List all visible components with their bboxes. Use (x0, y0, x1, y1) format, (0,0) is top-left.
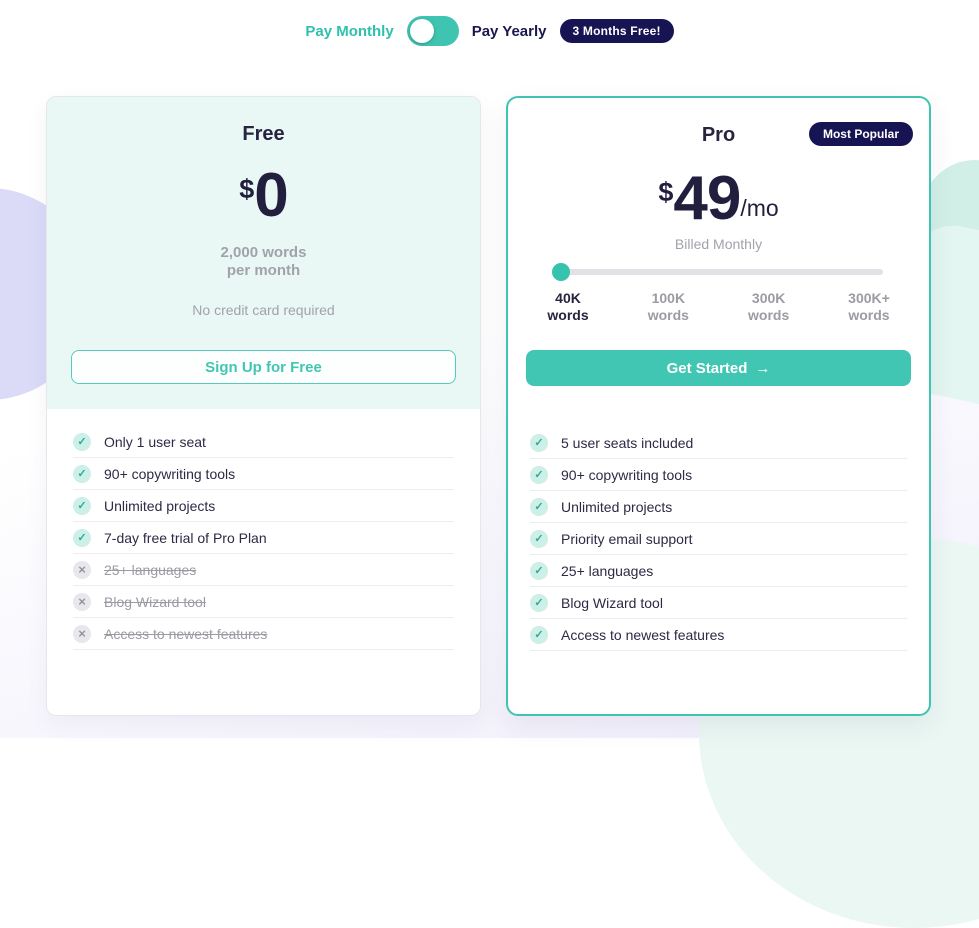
most-popular-badge: Most Popular (808, 122, 913, 146)
check-icon: ✓ (530, 625, 548, 644)
billing-toggle-row: Pay Monthly Pay Yearly 3 Months Free! (0, 16, 979, 46)
feature-row: ✓ 7-day free trial of Pro Plan (73, 522, 454, 554)
check-icon: ✓ (73, 464, 91, 483)
feature-row: ✓ 90+ copywriting tools (73, 458, 454, 490)
feature-label: Unlimited projects (561, 498, 673, 515)
cross-icon: × (73, 592, 91, 611)
slider-option[interactable]: 300K words (733, 290, 805, 324)
feature-label: Access to newest features (561, 626, 725, 643)
feature-row: ✓ 90+ copywriting tools (530, 459, 907, 491)
get-started-button[interactable]: Get Started → (526, 350, 911, 386)
arrow-right-icon: → (755, 359, 771, 377)
currency-symbol: $ (239, 174, 255, 204)
check-icon: ✓ (530, 593, 548, 612)
cross-icon: × (73, 560, 91, 579)
sign-up-free-button[interactable]: Sign Up for Free (71, 350, 456, 384)
price-period: /mo (740, 195, 779, 221)
price-amount: 49 (673, 164, 741, 233)
free-plan-card: Free $ 0 2,000 words per month No credit… (46, 96, 481, 716)
pay-monthly-label[interactable]: Pay Monthly (305, 22, 394, 40)
feature-row: × 25+ languages (73, 554, 454, 586)
check-icon: ✓ (530, 497, 548, 516)
pro-plan-title: Pro (701, 124, 736, 146)
feature-label: 7-day free trial of Pro Plan (104, 529, 267, 546)
word-count-slider[interactable] (552, 263, 883, 281)
price-amount: 0 (254, 161, 288, 230)
feature-label: 90+ copywriting tools (104, 465, 236, 482)
check-icon: ✓ (73, 432, 91, 451)
slider-option[interactable]: 100K words (632, 290, 704, 324)
pro-plan-price: $ 49 /mo (508, 168, 929, 230)
check-icon: ✓ (530, 465, 548, 484)
feature-row: ✓ 5 user seats included (530, 427, 907, 459)
check-icon: ✓ (530, 529, 548, 548)
feature-row: ✓ Only 1 user seat (73, 426, 454, 458)
pay-yearly-label[interactable]: Pay Yearly (471, 22, 547, 40)
billing-note: Billed Monthly (674, 236, 763, 252)
feature-row: ✓ Priority email support (530, 523, 907, 555)
free-plan-features: ✓ Only 1 user seat ✓ 90+ copywriting too… (73, 426, 454, 650)
pro-slider-labels: 40K words 100K words 300K words 300K+ wo… (532, 290, 905, 324)
feature-label: Access to newest features (104, 625, 268, 642)
feature-row: × Access to newest features (73, 618, 454, 650)
free-plan-price: $ 0 (47, 165, 480, 227)
slider-option-unit: words (547, 307, 589, 323)
feature-row: ✓ Unlimited projects (73, 490, 454, 522)
slider-option-amount: 100K (651, 290, 686, 306)
toggle-knob-icon (409, 19, 434, 43)
feature-label: Blog Wizard tool (561, 594, 663, 611)
feature-label: 25+ languages (104, 561, 197, 578)
free-plan-title: Free (242, 123, 285, 145)
slider-thumb[interactable] (552, 263, 570, 281)
cross-icon: × (73, 624, 91, 643)
billing-toggle-switch[interactable] (406, 16, 459, 46)
promo-badge: 3 Months Free! (559, 19, 674, 43)
slider-option-amount: 300K (751, 290, 786, 306)
slider-option-amount: 40K (555, 290, 581, 306)
slider-option[interactable]: 40K words (532, 290, 604, 324)
free-plan-allowance: 2,000 words per month (47, 244, 480, 280)
feature-label: 5 user seats included (561, 434, 694, 451)
feature-row: ✓ Blog Wizard tool (530, 587, 907, 619)
slider-option-amount: 300K+ (848, 290, 890, 306)
feature-row: ✓ 25+ languages (530, 555, 907, 587)
free-plan-note: No credit card required (192, 302, 335, 318)
slider-option-unit: words (647, 307, 689, 323)
currency-symbol: $ (658, 177, 674, 207)
feature-label: Blog Wizard tool (104, 593, 206, 610)
allowance-words: 2,000 words (220, 244, 307, 261)
allowance-period: per month (226, 262, 301, 279)
check-icon: ✓ (530, 561, 548, 580)
feature-row: × Blog Wizard tool (73, 586, 454, 618)
feature-label: 25+ languages (561, 562, 654, 579)
pro-plan-features: ✓ 5 user seats included ✓ 90+ copywritin… (530, 427, 907, 651)
get-started-label: Get Started (666, 359, 748, 377)
slider-option-unit: words (748, 307, 790, 323)
check-icon: ✓ (530, 433, 548, 452)
pro-plan-card: Pro Most Popular $ 49 /mo Billed Monthly… (506, 96, 931, 716)
feature-label: Priority email support (561, 530, 693, 547)
feature-row: ✓ Access to newest features (530, 619, 907, 651)
slider-option[interactable]: 300K+ words (833, 290, 905, 324)
feature-label: 90+ copywriting tools (561, 466, 693, 483)
slider-option-unit: words (848, 307, 890, 323)
feature-row: ✓ Unlimited projects (530, 491, 907, 523)
feature-label: Only 1 user seat (104, 433, 206, 450)
check-icon: ✓ (73, 528, 91, 547)
feature-label: Unlimited projects (104, 497, 216, 514)
check-icon: ✓ (73, 496, 91, 515)
